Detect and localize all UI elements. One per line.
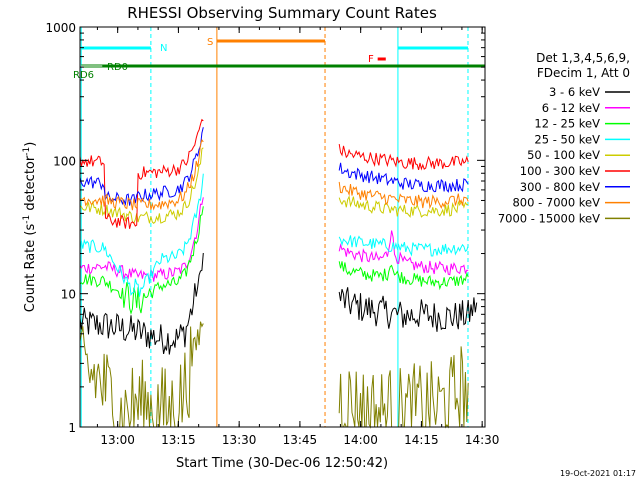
footer-timestamp: 19-Oct-2021 01:17 [560, 469, 636, 478]
y-tick-label: 100 [53, 154, 76, 168]
series-9 [79, 321, 469, 429]
series-line [79, 206, 204, 315]
series-line [338, 195, 469, 218]
legend-label: 6 - 12 keV [542, 101, 600, 115]
legend-header-1: Det 1,3,4,5,6,9, [536, 51, 630, 65]
legend-label: 50 - 100 keV [527, 148, 600, 162]
series-line [79, 321, 204, 428]
y-axis-label-end: ) [23, 142, 38, 147]
y-tick-label: 1 [68, 421, 76, 435]
series-6 [79, 118, 469, 229]
night-flag-label: N [160, 43, 167, 54]
series-line [79, 118, 204, 229]
plot-frame [79, 26, 486, 428]
series-line [338, 346, 469, 429]
series-1 [79, 252, 478, 355]
x-tick-label: 14:15 [404, 433, 439, 447]
series-8 [79, 138, 469, 211]
series-5 [79, 147, 469, 225]
x-tick-label: 14:30 [465, 433, 500, 447]
series-4 [79, 173, 469, 297]
rd0-flag-label: RD0 [107, 62, 128, 73]
legend-label: 12 - 25 keV [534, 117, 600, 131]
legend-label: 800 - 7000 keV [512, 196, 600, 210]
series-line [338, 261, 469, 291]
legend-header-2: FDecim 1, Att 0 [537, 66, 630, 80]
series-line [338, 162, 469, 193]
series-line [338, 181, 469, 210]
series-line [79, 138, 204, 211]
series-line [79, 147, 204, 225]
series-line [79, 252, 204, 355]
legend-label: 25 - 50 keV [534, 132, 600, 146]
rd6-flag-label: RD6 [73, 70, 94, 81]
series-line [79, 197, 204, 282]
series-line [338, 287, 478, 332]
series-line [338, 144, 469, 171]
y-axis-label-main: Count Rate (s [23, 224, 38, 313]
x-tick-label: 13:45 [283, 433, 318, 447]
series-lines [79, 118, 478, 429]
legend-label: 100 - 300 keV [520, 164, 600, 178]
x-tick-label: 14:00 [343, 433, 378, 447]
legend: Det 1,3,4,5,6,9, FDecim 1, Att 0 3 - 6 k… [498, 51, 630, 225]
y-tick-label: 10 [61, 288, 76, 302]
series-7 [79, 127, 469, 207]
y-axis-label-sup1: -1 [22, 215, 32, 224]
series-3 [79, 206, 469, 315]
legend-label: 7000 - 15000 keV [498, 211, 600, 225]
x-tick-label: 13:30 [222, 433, 257, 447]
axes: 13:00 13:15 13:30 13:45 14:00 14:15 14:30 1 10 10… [45, 21, 499, 447]
x-tick-label: 13:15 [161, 433, 196, 447]
series-line [338, 230, 469, 276]
y-axis-label-mid: detector [23, 155, 38, 215]
x-axis-label: Start Time (30-Dec-06 12:50:42) [176, 456, 388, 471]
chart-title: RHESSI Observing Summary Count Rates [127, 4, 437, 22]
flare-flag-label: F [368, 54, 374, 65]
legend-label: 300 - 800 keV [520, 180, 600, 194]
series-line [79, 173, 204, 297]
y-axis-label-sup2: -1 [22, 147, 32, 156]
legend-label: 3 - 6 keV [549, 85, 600, 99]
series-line [338, 235, 469, 257]
saa-flag-label: S [207, 37, 213, 48]
x-tick-label: 13:00 [100, 433, 135, 447]
y-axis-label: Count Rate (s-1 detector-1) [22, 142, 38, 313]
state-bars: N S F RD0 RD6 [73, 27, 485, 427]
series-2 [79, 197, 469, 282]
y-tick-label: 1000 [45, 21, 76, 35]
